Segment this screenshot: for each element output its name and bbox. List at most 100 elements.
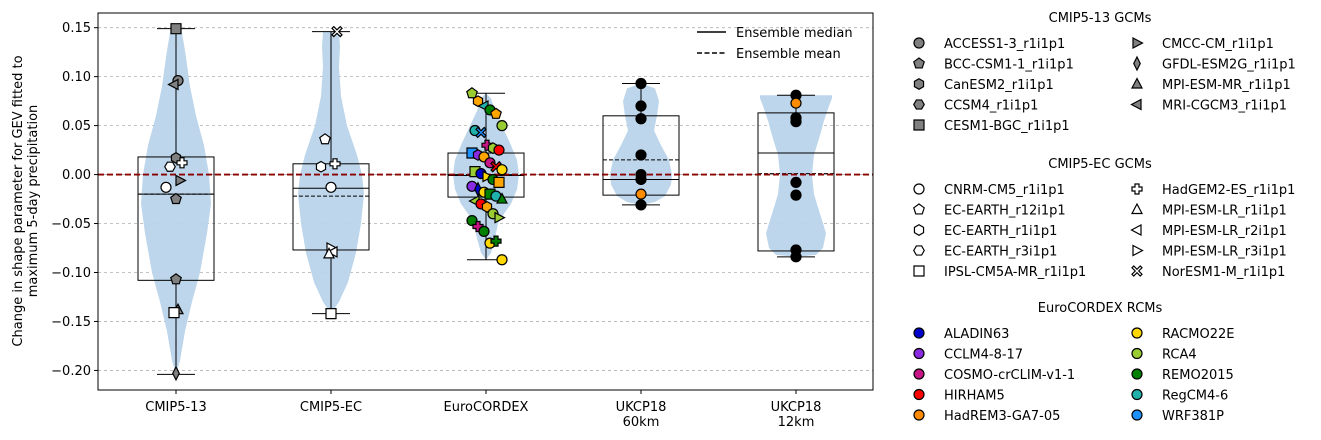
- y-axis-label-line: maximum 5-day precipitation: [26, 105, 41, 298]
- legend-marker: [1131, 388, 1143, 401]
- legend-marker: [913, 347, 925, 360]
- legend-entry-label: WRF381P: [1162, 409, 1224, 424]
- data-point: [790, 176, 802, 189]
- legend-entry-label: GFDL-ESM2G_r1i1p1: [1162, 58, 1296, 73]
- legend-line-label: Ensemble mean: [736, 47, 841, 62]
- data-point: [167, 78, 179, 91]
- x-tick-label: CMIP5-EC: [300, 400, 362, 415]
- y-tick-label: −0.05: [51, 217, 91, 232]
- data-point: [325, 181, 337, 193]
- data-point: [496, 120, 508, 132]
- legend-marker: [913, 245, 925, 256]
- x-tick-label-line: 12km: [778, 415, 815, 430]
- data-point: [493, 176, 505, 189]
- legend-marker: [913, 57, 925, 69]
- x-tick-label-line: UKCP18: [771, 400, 822, 415]
- legend-entry-label: RACMO22E: [1162, 327, 1234, 342]
- data-point: [466, 214, 478, 227]
- y-tick-label: 0.05: [62, 119, 91, 134]
- data-point: [331, 25, 343, 38]
- data-point: [329, 158, 341, 170]
- data-point: [481, 200, 493, 213]
- legend-entry-label: MPI-ESM-MR_r1i1p1: [1162, 78, 1291, 93]
- legend-marker: [913, 388, 925, 401]
- data-point: [635, 77, 647, 90]
- legend-entry-label: CESM1-BGC_r1i1p1: [944, 119, 1070, 134]
- legend-line-label: Ensemble median: [736, 26, 853, 41]
- legend-entry-label: RegCM4-6: [1162, 389, 1228, 404]
- data-point: [490, 107, 502, 119]
- data-point: [466, 87, 478, 99]
- legend-entry-label: NorESM1-M_r1i1p1: [1162, 265, 1285, 280]
- data-point: [474, 181, 482, 198]
- y-tick-label: 0.10: [62, 70, 91, 85]
- legend-marker: [1131, 368, 1143, 380]
- legend-entry-label: HadREM3-GA7-05: [944, 409, 1060, 424]
- y-tick-label: −0.20: [51, 364, 91, 379]
- data-point: [790, 251, 802, 263]
- legend-entry-label: CCLM4-8-17: [944, 348, 1023, 363]
- legend-title: EuroCORDEX RCMs: [1038, 301, 1163, 316]
- data-point: [176, 157, 188, 169]
- y-tick-label: −0.10: [51, 266, 91, 281]
- legend-marker: [1131, 265, 1143, 277]
- data-point: [635, 113, 647, 125]
- data-point: [325, 308, 337, 320]
- legend-entry-label: CNRM-CM5_r1i1p1: [944, 183, 1065, 198]
- data-point: [160, 181, 172, 193]
- legend-marker: [1131, 347, 1143, 360]
- legend-title: CMIP5-EC GCMs: [1048, 157, 1152, 172]
- data-point: [490, 235, 502, 247]
- legend-marker: [913, 37, 925, 49]
- legend-entry-label: REMO2015: [1162, 368, 1234, 383]
- legend-1: CMIP5-EC GCMs CNRM-CM5_r1i1p1 EC-EARTH_r12…: [913, 157, 1295, 280]
- data-point: [164, 161, 176, 172]
- data-point: [635, 100, 647, 112]
- legend-entry-label: EC-EARTH_r1i1p1: [944, 224, 1057, 239]
- data-point: [319, 133, 331, 145]
- legend-marker: [913, 203, 925, 215]
- legend-entry-label: MRI-CGCM3_r1i1p1: [1162, 99, 1287, 114]
- data-point: [475, 126, 487, 139]
- legend-marker: [913, 327, 925, 339]
- legend-entry-label: HIRHAM5: [944, 389, 1005, 404]
- legend-marker: [913, 183, 925, 195]
- legend-entry-label: ALADIN63: [944, 327, 1009, 342]
- data-points: [160, 23, 802, 382]
- x-tick-label-line: UKCP18: [616, 400, 667, 415]
- data-point: [790, 189, 802, 201]
- data-point: [635, 188, 647, 200]
- legend-entry-label: COSMO-crCLIM-v1-1: [944, 368, 1075, 383]
- legend-entry-label: MPI-ESM-LR_r2i1p1: [1162, 224, 1287, 239]
- x-tick-label: UKCP18 12km: [771, 400, 822, 430]
- legend-marker: [913, 368, 925, 380]
- data-point: [496, 254, 508, 266]
- violin-4: [760, 95, 832, 257]
- data-point: [315, 160, 327, 173]
- legend-entry-label: EC-EARTH_r12i1p1: [944, 204, 1066, 219]
- x-tick-label-line: 60km: [623, 415, 660, 430]
- legend-entry-label: CCSM4_r1i1p1: [944, 99, 1038, 114]
- x-tick-label: EuroCORDEX: [444, 400, 529, 415]
- legend-marker: [1131, 327, 1143, 339]
- y-axis-label: Change in shape parameter for GEV fitted…: [11, 55, 41, 346]
- line-legend: Ensemble median Ensemble mean: [697, 26, 853, 62]
- x-tick-label-line: CMIP5-EC: [300, 400, 362, 415]
- x-tick-label: UKCP18 60km: [616, 400, 667, 430]
- x-tick-label-line: EuroCORDEX: [444, 400, 529, 415]
- data-point: [635, 199, 647, 211]
- legend-marker: [913, 265, 925, 277]
- data-point: [493, 144, 505, 156]
- legend-marker: [1131, 77, 1143, 89]
- legend-entry-label: IPSL-CM5A-MR_r1i1p1: [944, 265, 1086, 280]
- data-point: [168, 307, 180, 319]
- legend-entry-label: MPI-ESM-LR_r1i1p1: [1162, 204, 1287, 219]
- data-point: [496, 164, 508, 176]
- data-point: [494, 211, 506, 224]
- legend-entry-label: BCC-CSM1-1_r1i1p1: [944, 58, 1074, 73]
- legend-entry-label: CMCC-CM_r1i1p1: [1162, 37, 1274, 52]
- legend-marker: [1131, 202, 1143, 215]
- y-tick-label: 0.00: [62, 168, 91, 183]
- y-tick-label: −0.15: [51, 315, 91, 330]
